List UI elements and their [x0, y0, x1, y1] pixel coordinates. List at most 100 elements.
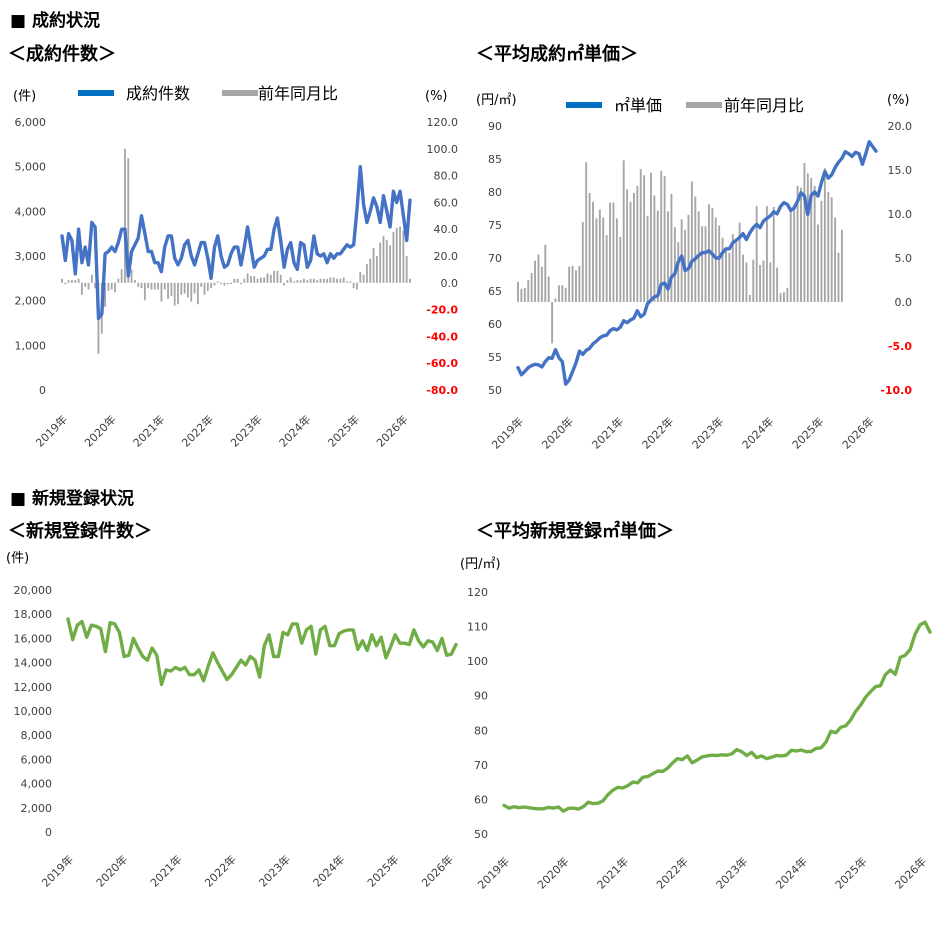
contract_price-y-tick: 75	[488, 219, 502, 232]
new_listing_price-y-tick: 100	[467, 655, 488, 668]
contracts-bar	[127, 158, 130, 283]
contracts-bar	[382, 235, 385, 283]
contracts-bar	[283, 282, 285, 286]
contract_price-bar	[639, 169, 642, 302]
contracts-bar	[190, 282, 193, 302]
contracts-legend-swatch	[222, 90, 258, 96]
contracts-bar	[312, 278, 315, 283]
contracts-bar	[240, 282, 242, 285]
contracts-bar	[342, 277, 345, 283]
contract_price-bar	[670, 193, 673, 302]
contracts-y2-tick: -60.0	[426, 357, 458, 370]
contracts-x-tick: 2023年	[227, 412, 264, 449]
contracts-bar	[173, 282, 176, 306]
contracts-bar	[356, 282, 358, 290]
contracts-bar	[193, 282, 196, 294]
contracts-x-tick: 2025年	[325, 412, 362, 449]
contract_price-bar	[793, 205, 796, 302]
contracts-bar	[293, 281, 295, 283]
contract_price-bar	[575, 270, 577, 302]
contract_price-bar	[598, 209, 601, 302]
contract_price-bar	[663, 176, 666, 302]
contracts-bar	[263, 277, 266, 283]
contracts-y-tick: 2,000	[15, 295, 47, 308]
contract_price-bar	[554, 298, 557, 302]
contracts-bar	[107, 282, 110, 291]
contracts-bar	[349, 281, 352, 283]
contracts-bar	[104, 282, 106, 307]
contracts-bar	[392, 231, 395, 283]
contracts-bar	[409, 278, 411, 283]
new_listings-x-tick: 2022年	[201, 852, 238, 889]
contract_price-y2-tick: 5.0	[895, 252, 913, 265]
contracts-bar	[259, 277, 262, 283]
contract_price-bar	[540, 266, 543, 302]
contracts-bar	[77, 278, 80, 283]
contract_price-bar	[517, 281, 519, 302]
new_listings-y-tick: 4,000	[21, 778, 53, 791]
contracts-bar	[306, 280, 309, 283]
contracts-bar	[71, 280, 73, 283]
contracts-bar	[67, 280, 70, 283]
contracts-bar	[359, 272, 362, 283]
contracts-bar	[187, 282, 189, 298]
contracts-bar	[140, 282, 143, 289]
contracts-bar	[177, 282, 179, 305]
contracts-bar	[137, 282, 140, 287]
contract_price-bar	[595, 218, 598, 302]
contract_price-y2-tick: -10.0	[880, 384, 912, 397]
contracts-bar	[243, 278, 246, 283]
contracts-bar	[203, 282, 206, 295]
contracts-bar	[266, 273, 269, 283]
contract_price-bar	[534, 260, 536, 302]
contracts-bar	[276, 270, 279, 283]
new_listing_price-y-tick: 90	[474, 690, 488, 703]
contracts-bar	[196, 282, 199, 305]
contracts-bar	[114, 282, 116, 293]
new_listing_price-x-tick: 2021年	[594, 854, 631, 891]
new_listing_price-y-tick: 50	[474, 828, 488, 841]
contract_price-y-unit: (円/㎡)	[476, 93, 517, 108]
contracts-x-tick: 2026年	[373, 412, 410, 449]
contract_price-bar	[708, 204, 710, 302]
contracts-bar	[273, 270, 276, 283]
contract_price-bar	[714, 217, 717, 302]
contracts-bar	[163, 282, 166, 290]
new_listings-y-tick: 12,000	[14, 681, 53, 694]
contract_price-x-tick: 2021年	[589, 414, 626, 451]
contract_price-bar	[568, 266, 571, 302]
section-heading-contracts: ■ 成約状況	[10, 11, 100, 31]
contract_price-y-tick: 70	[488, 252, 502, 265]
contracts-bar	[160, 282, 163, 302]
contract_price-bar	[728, 252, 731, 302]
contract_price-y-tick: 65	[488, 285, 502, 298]
contract_price-y-tick: 90	[488, 120, 502, 133]
contract_price-bar	[813, 185, 816, 302]
contract_price-bar	[765, 206, 768, 302]
contract_price-bar	[830, 197, 833, 302]
contracts-bar	[250, 276, 252, 283]
new_listing_price-x-tick: 2022年	[653, 854, 690, 891]
contract_price-bar	[612, 202, 615, 302]
section-heading-new-listings: ■ 新規登録状況	[10, 489, 134, 509]
contract_price-y2-tick: 10.0	[888, 208, 913, 221]
contract_price-bar	[789, 210, 792, 302]
contracts-bar	[233, 278, 236, 283]
contract_price-y2-tick: 20.0	[888, 120, 913, 133]
new_listing_price-x-tick: 2020年	[534, 854, 571, 891]
contract_price-bar	[571, 265, 574, 302]
contracts-bar	[147, 282, 150, 289]
contract_price-bar	[742, 254, 744, 302]
contracts-line	[60, 164, 412, 321]
new_listings-x-tick: 2021年	[147, 852, 184, 889]
new_listings-x-tick: 2019年	[39, 852, 76, 889]
new_listings-y-tick: 2,000	[21, 802, 53, 815]
contract_price-bar	[769, 262, 772, 302]
contracts-bar	[216, 281, 219, 283]
contract_price-bar	[748, 294, 751, 302]
contracts-bar	[269, 274, 272, 283]
new_listings-y-unit: (件)	[6, 551, 29, 566]
contracts-y2-unit: (%)	[425, 89, 448, 104]
new_listing_price-x-tick: 2019年	[475, 854, 512, 891]
contract_price-legend-swatch	[686, 102, 722, 108]
